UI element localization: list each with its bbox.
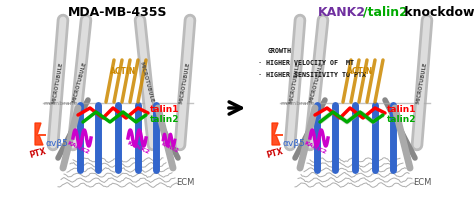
Text: αvβ5: αvβ5	[283, 139, 306, 147]
Text: GROWTH: GROWTH	[268, 48, 292, 54]
Text: PTX: PTX	[28, 146, 47, 160]
Text: talin2: talin2	[150, 115, 180, 125]
Text: · HIGHER VELOCITY OF  MT: · HIGHER VELOCITY OF MT	[258, 60, 354, 66]
Text: · HIGHER SENSITIVITY TO PTX: · HIGHER SENSITIVITY TO PTX	[258, 72, 366, 78]
Text: ACTIN: ACTIN	[347, 67, 373, 76]
Text: talin2: talin2	[387, 115, 417, 125]
Text: knockdown: knockdown	[400, 6, 474, 19]
Text: ECM: ECM	[176, 178, 194, 187]
Polygon shape	[272, 123, 283, 145]
Text: KANK2: KANK2	[318, 6, 366, 19]
Text: talin1: talin1	[387, 105, 417, 114]
Text: PTX: PTX	[265, 146, 284, 160]
Text: ACTIN: ACTIN	[110, 67, 136, 76]
Text: αvβ5: αvβ5	[46, 139, 69, 147]
Text: membrane: membrane	[280, 101, 315, 106]
Text: talin1: talin1	[150, 105, 180, 114]
Text: MICROTUBULE: MICROTUBULE	[416, 61, 428, 104]
Polygon shape	[35, 123, 46, 145]
Text: KANK2: KANK2	[66, 140, 90, 155]
Text: KANK2: KANK2	[126, 140, 150, 155]
Text: KANK2: KANK2	[303, 140, 327, 155]
Text: MDA-MB-435S: MDA-MB-435S	[68, 6, 168, 19]
Text: ECM: ECM	[413, 178, 431, 187]
Text: MICROTUBULE: MICROTUBULE	[72, 61, 87, 104]
Text: MICROTUBULE: MICROTUBULE	[179, 61, 191, 104]
Text: membrane: membrane	[43, 101, 78, 106]
Text: MICROTUBULE: MICROTUBULE	[289, 61, 301, 104]
Text: MICROTUBULE: MICROTUBULE	[52, 61, 64, 104]
Text: /talin2: /talin2	[363, 6, 408, 19]
Text: KANK2: KANK2	[160, 142, 180, 154]
Text: MICROTUBULE: MICROTUBULE	[309, 61, 324, 104]
Text: MICROTUBULE: MICROTUBULE	[138, 61, 155, 104]
